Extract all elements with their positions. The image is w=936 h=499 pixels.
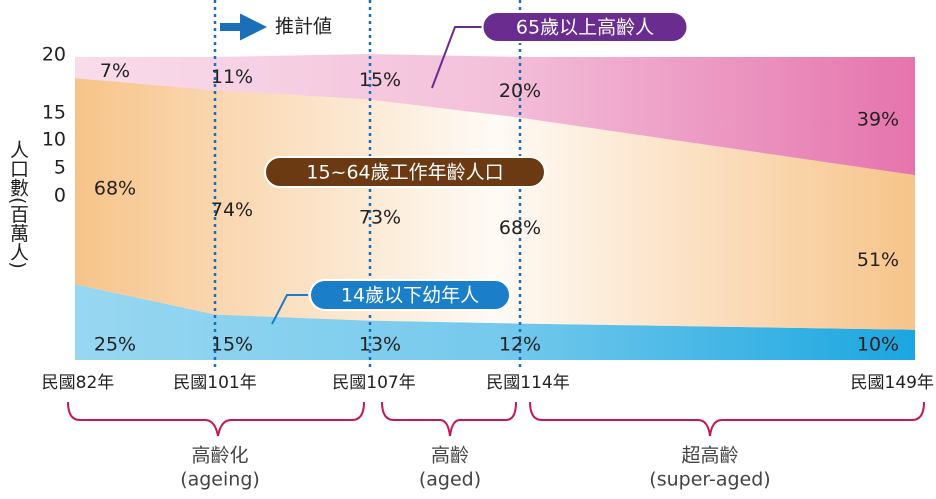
annotation: 高齡: [431, 445, 469, 467]
x-tick-label: 民國82年: [42, 373, 115, 393]
brackets: [68, 402, 924, 436]
annotation: 超高齡: [681, 445, 738, 467]
y-tick-label: 5: [54, 157, 66, 179]
series-name: 65歲以上高齡人: [516, 17, 654, 39]
value-label: 12%: [499, 334, 541, 356]
annotation: 高齡化: [191, 445, 248, 467]
value-label: 11%: [211, 66, 253, 88]
value-label: 39%: [857, 109, 899, 131]
value-label: 15%: [211, 334, 253, 356]
value-label: 51%: [857, 249, 899, 271]
value-label: 68%: [499, 217, 541, 239]
x-tick-label: 民國101年: [173, 373, 256, 393]
annotation: (super-aged): [649, 469, 770, 491]
y-axis-label: 人口數(百萬人): [7, 140, 29, 269]
annotation: (aged): [419, 469, 481, 491]
value-label: 15%: [359, 69, 401, 91]
y-tick-label: 20: [42, 44, 66, 66]
value-label: 68%: [94, 178, 136, 200]
x-tick-label: 民國107年: [332, 373, 415, 393]
series-name: 15~64歲工作年齡人口: [306, 162, 503, 184]
value-label: 73%: [359, 207, 401, 229]
value-label: 10%: [857, 334, 899, 356]
value-label: 20%: [499, 80, 541, 102]
projection-label: 推計値: [275, 16, 332, 38]
value-label: 25%: [94, 334, 136, 356]
value-label: 7%: [100, 60, 130, 82]
projection-arrow: [220, 20, 258, 34]
y-tick-label: 0: [54, 185, 66, 207]
chart: 推計値 人口數(百萬人) 20 15 10 5 0 25% 15% 13% 12% 10% 68% 7…: [0, 0, 936, 499]
value-label: 74%: [211, 199, 253, 221]
x-tick-label: 民國149年: [851, 373, 934, 393]
series-name: 14歲以下幼年人: [341, 285, 479, 307]
annotation: (ageing): [180, 469, 260, 491]
y-tick-label: 15: [42, 102, 66, 124]
x-tick-label: 民國114年: [486, 373, 569, 393]
y-tick-label: 10: [42, 129, 66, 151]
value-label: 13%: [359, 334, 401, 356]
